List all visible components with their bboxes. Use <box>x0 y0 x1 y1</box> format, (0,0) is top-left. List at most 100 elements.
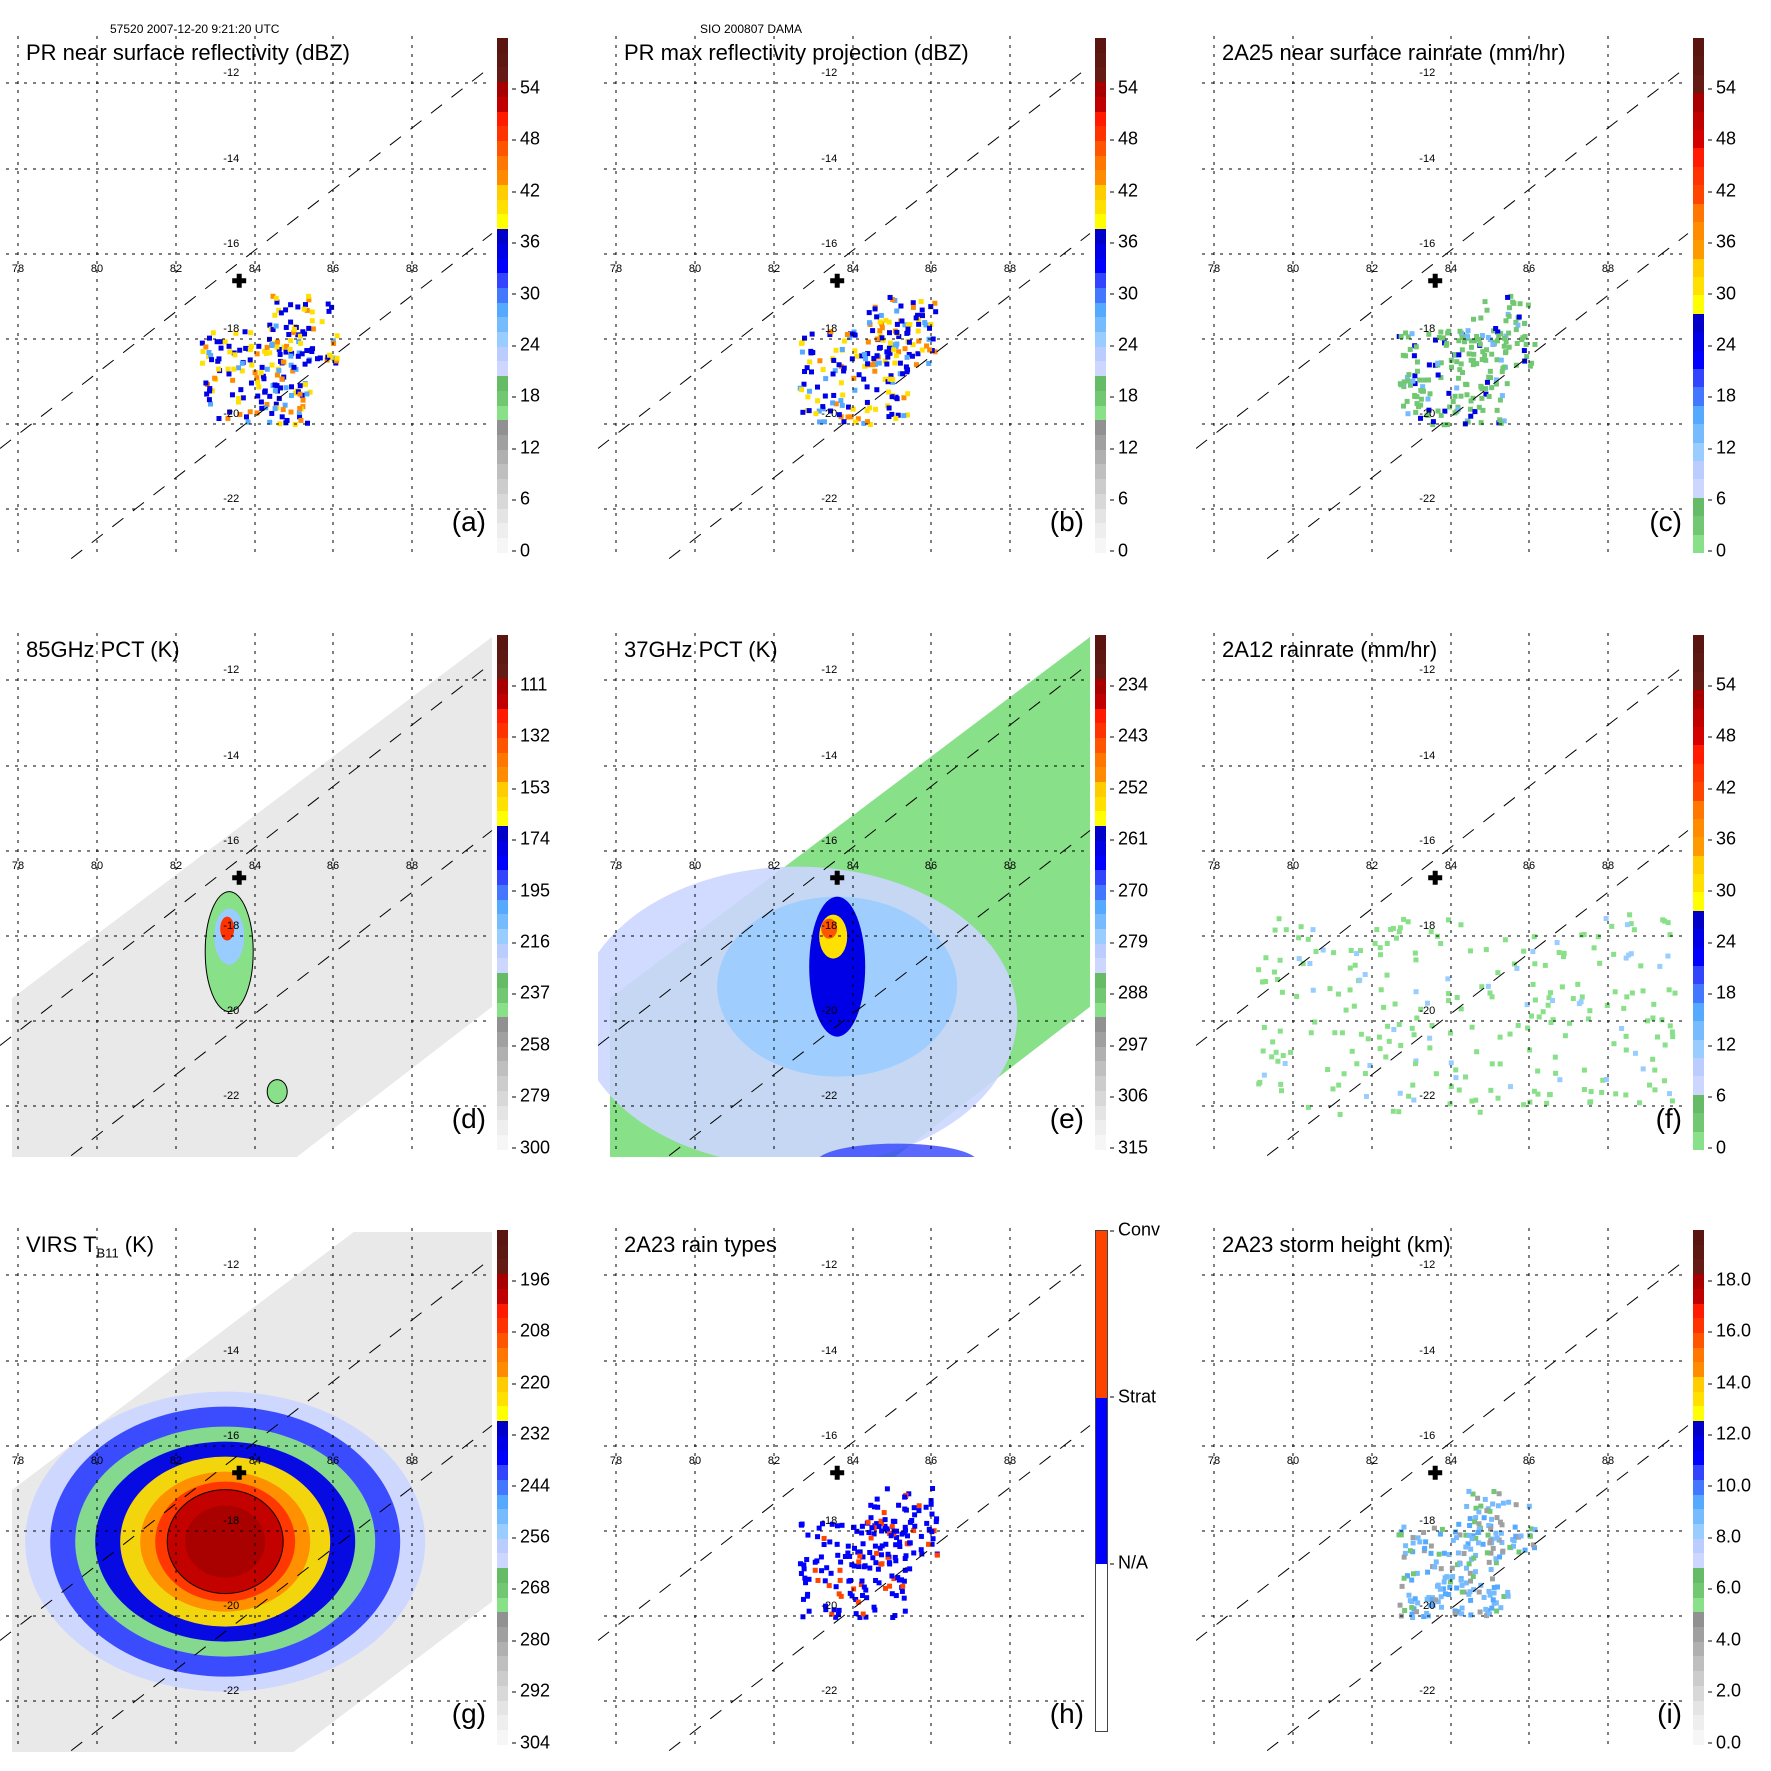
data-cell <box>805 394 811 400</box>
data-cell <box>1506 305 1512 311</box>
lon-label: 80 <box>1286 860 1300 872</box>
scattering-core <box>220 916 235 941</box>
data-cell <box>1422 377 1428 383</box>
lon-label: 86 <box>326 1455 340 1467</box>
data-cell <box>215 358 221 364</box>
data-cell <box>1372 940 1378 946</box>
data-field <box>1256 912 1678 1117</box>
lon-label: 82 <box>767 860 781 872</box>
data-cell <box>877 319 883 325</box>
data-cell <box>1438 1566 1444 1572</box>
data-cell <box>1494 1608 1500 1614</box>
lat-label: -12 <box>821 664 838 676</box>
colorbar-tick-label: 256 <box>512 1527 550 1548</box>
data-cell <box>1587 1008 1593 1014</box>
colorbar-tick-label: 36 <box>512 232 540 253</box>
data-cell <box>889 411 895 417</box>
data-cell <box>1456 1087 1462 1093</box>
data-cell <box>1523 341 1529 347</box>
data-cell <box>1449 1565 1455 1571</box>
colorbar-segment <box>1096 1397 1107 1564</box>
data-cell <box>877 1545 883 1551</box>
colorbar <box>1095 38 1106 553</box>
data-cell <box>1459 1605 1465 1611</box>
data-cell <box>1412 381 1418 387</box>
colorbar-tick-label: 14.0 <box>1708 1372 1751 1393</box>
data-cell <box>1459 334 1465 340</box>
colorbar-segment <box>497 782 508 797</box>
panel-letter: (e) <box>1049 1103 1084 1134</box>
lon-label: 84 <box>1444 860 1458 872</box>
colorbar-segment <box>497 1046 508 1062</box>
data-cell <box>887 340 893 346</box>
data-cell <box>1609 923 1615 929</box>
data-cell <box>1415 1600 1421 1606</box>
data-cell <box>1646 1082 1652 1088</box>
data-cell <box>269 342 275 348</box>
data-cell <box>247 357 253 363</box>
data-cell <box>800 1596 806 1602</box>
colorbar-segment <box>1693 1406 1704 1422</box>
lat-label: -20 <box>223 408 240 420</box>
data-cell <box>1427 391 1433 397</box>
data-cell <box>830 400 836 406</box>
data-cell <box>288 409 294 415</box>
data-cell <box>1277 957 1283 963</box>
data-cell <box>1415 1535 1421 1541</box>
colorbar-segment <box>497 1597 508 1613</box>
lon-label: 84 <box>1444 263 1458 275</box>
data-cell <box>1469 1024 1475 1030</box>
data-cell <box>1522 1547 1528 1553</box>
lon-label: 78 <box>1207 263 1221 275</box>
colorbar-tick-label: 261 <box>1110 829 1148 850</box>
data-cell <box>862 363 868 369</box>
data-cell <box>259 364 265 370</box>
map-plot <box>598 1228 1091 1752</box>
data-cell <box>1621 1005 1627 1011</box>
data-cell <box>1502 335 1508 341</box>
data-cell <box>1495 1095 1501 1101</box>
lat-label: -18 <box>1419 323 1436 335</box>
data-cell <box>1429 1597 1435 1603</box>
data-cell <box>1418 1006 1424 1012</box>
colorbar-segment <box>1693 277 1704 296</box>
data-cell <box>1398 1532 1404 1538</box>
data-cell <box>885 354 891 360</box>
data-cell <box>1472 1569 1478 1575</box>
data-cell <box>926 1527 932 1533</box>
data-cell <box>1655 1034 1661 1040</box>
colorbar-tick-label: 4.0 <box>1708 1629 1741 1650</box>
data-cell <box>1474 361 1480 367</box>
data-cell <box>1414 359 1420 365</box>
data-cell <box>1512 1524 1518 1530</box>
data-cell <box>1445 991 1451 997</box>
data-cell <box>1377 1046 1383 1052</box>
data-cell <box>1515 322 1521 328</box>
colorbar-segment <box>497 855 508 871</box>
data-cell <box>1530 981 1536 987</box>
data-cell <box>1294 993 1300 999</box>
data-cell <box>1413 344 1419 350</box>
data-cell <box>1464 333 1470 339</box>
colorbar-segment <box>497 826 508 841</box>
data-cell <box>903 1553 909 1559</box>
data-cell <box>815 398 821 404</box>
data-cell <box>1488 1550 1494 1556</box>
data-cell <box>918 1533 924 1539</box>
data-cell <box>1446 390 1452 396</box>
data-cell <box>1471 351 1477 357</box>
colorbar-segment <box>1095 390 1106 406</box>
data-cell <box>833 1584 839 1590</box>
colorbar-segment <box>1095 170 1106 186</box>
colorbar-segment <box>1693 1230 1704 1245</box>
colorbar-segment <box>1693 1685 1704 1701</box>
lon-label: 88 <box>405 860 419 872</box>
data-cell <box>1409 1605 1415 1611</box>
data-cell <box>1279 1088 1285 1094</box>
data-cell <box>214 339 220 345</box>
data-cell <box>913 315 919 321</box>
data-cell <box>1414 1570 1420 1576</box>
colorbar-tick-label: 6 <box>1708 1086 1726 1107</box>
data-cell <box>1532 341 1538 347</box>
colorbar-tick-label: 111 <box>512 675 547 696</box>
